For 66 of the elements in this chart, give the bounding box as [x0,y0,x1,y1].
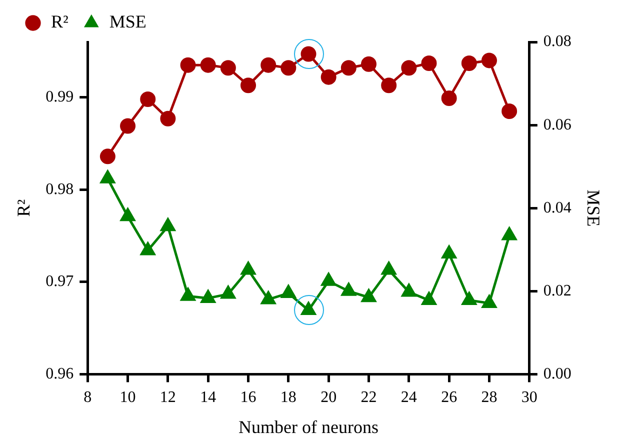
point [361,288,376,302]
point [320,69,336,85]
point [100,148,116,164]
point [280,60,296,76]
point [240,261,256,275]
legend-label: MSE [109,12,146,32]
y2-tick-label: 0.04 [543,199,572,216]
x-tick-label: 26 [441,389,458,406]
point [200,57,216,73]
y-tick-label: 0.99 [46,88,74,106]
y2-tick-label: 0.02 [543,282,572,300]
y-tick-label: 0.98 [46,180,74,198]
point [280,284,296,298]
x-tick-label: 16 [240,389,256,406]
point [100,170,116,184]
x-tick-label: 20 [320,389,337,406]
point [441,90,457,106]
point [502,103,518,119]
point [461,292,477,306]
point [140,242,156,256]
point [200,289,216,303]
point [240,78,256,94]
point [220,285,236,299]
point [260,57,276,73]
point [340,282,356,296]
x-tick-label: 14 [200,389,216,406]
point [260,290,276,304]
x-tick-label: 28 [481,389,498,406]
point [180,287,196,301]
y2-tick-label: 0.00 [543,365,572,382]
point [180,57,196,73]
point [120,118,136,134]
point [320,272,336,286]
point [482,294,497,308]
x-tick-label: 18 [280,389,296,406]
x-tick-label: 8 [84,389,92,406]
x-tick-label: 22 [360,389,377,406]
point [160,218,176,232]
point [140,91,156,107]
point [401,60,417,76]
point [401,283,417,297]
x-tick-label: 12 [160,389,176,406]
legend-label: R² [51,12,68,32]
point [120,208,136,222]
point [381,78,397,94]
point [421,292,437,306]
point [160,110,176,126]
x-tick-label: 10 [120,389,136,406]
point [421,55,437,71]
y-axis-title: R² [14,199,34,217]
y-tick-label: 0.96 [46,365,74,382]
point [340,60,356,76]
x-tick-label: 24 [400,389,417,406]
point [360,56,376,72]
point [461,55,477,71]
x-tick-label: 30 [521,389,538,406]
point [481,52,497,68]
y2-tick-label: 0.06 [543,116,572,134]
point [502,226,517,240]
x-axis-title: Number of neurons [238,416,378,437]
point [441,245,457,259]
point [381,261,397,275]
y2-tick-label: 0.08 [543,33,572,50]
y-tick-label: 0.97 [46,273,74,290]
y2-axis-title: MSE [583,190,604,227]
point [220,60,236,76]
